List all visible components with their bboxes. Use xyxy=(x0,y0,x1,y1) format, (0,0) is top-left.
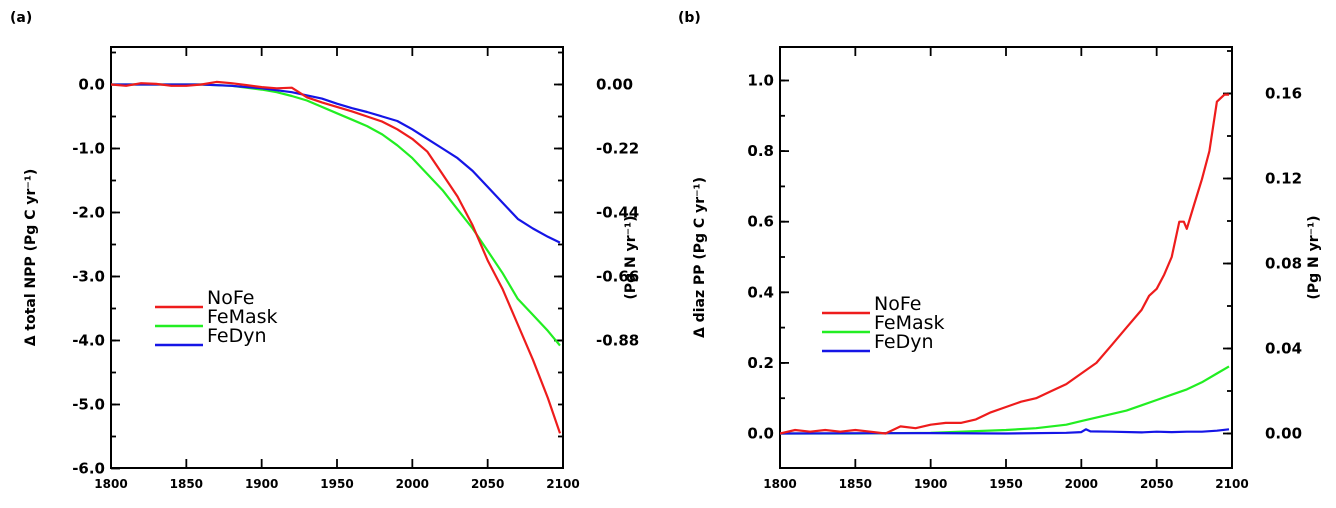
y2-axis-label: (Pg N yr⁻¹) xyxy=(623,215,639,299)
legend-label-nofe: NoFe xyxy=(207,287,254,309)
legend-label-femask: FeMask xyxy=(207,306,278,328)
y-tick-label: -5.0 xyxy=(72,396,105,414)
y2-tick-label: 0.04 xyxy=(1265,340,1302,358)
y-tick-label: 0.4 xyxy=(747,283,774,301)
y2-axis-label: (Pg N yr⁻¹) xyxy=(1306,215,1322,299)
y2-tick-label: 0.12 xyxy=(1265,170,1302,188)
y2-tick-label: -0.66 xyxy=(596,267,639,285)
series-line-nofe xyxy=(780,93,1229,435)
series-line-fedyn xyxy=(111,83,561,244)
y2-tick-label: -0.88 xyxy=(596,331,639,349)
legend-label-fedyn: FeDyn xyxy=(874,331,934,353)
y-tick-label: 0.6 xyxy=(747,213,774,231)
x-tick-label: 1850 xyxy=(170,477,203,491)
x-tick-label: 1800 xyxy=(94,477,127,491)
x-tick-label: 2050 xyxy=(1140,477,1173,491)
y-tick-label: 0.0 xyxy=(78,76,105,94)
series-line-femask xyxy=(780,365,1230,435)
x-tick-label: 1950 xyxy=(320,477,353,491)
series-line-fedyn xyxy=(780,428,1230,435)
x-tick-label: 2100 xyxy=(1215,477,1248,491)
y-tick-label: 0.8 xyxy=(747,142,774,160)
y2-tick-label: -0.22 xyxy=(596,139,639,157)
x-tick-label: 2100 xyxy=(546,477,579,491)
legend-label-femask: FeMask xyxy=(874,312,945,334)
panel-a: (a) 1800 1850 1900 1950 2000 2050 2100 0.0 -1.0 -2… xyxy=(10,10,639,491)
y-tick-label: 1.0 xyxy=(747,72,774,90)
y-tick-label: -4.0 xyxy=(72,332,105,350)
y-axis-label: Δ total NPP (Pg C yr⁻¹) xyxy=(23,169,39,347)
y-axis-label: Δ diaz PP (Pg C yr⁻¹) xyxy=(692,177,708,338)
x-tick-label: 1900 xyxy=(914,477,947,491)
x-tick-label: 1850 xyxy=(839,477,872,491)
x-tick-label: 1800 xyxy=(763,477,796,491)
y-tick-label: 0.0 xyxy=(747,425,774,443)
legend-label-fedyn: FeDyn xyxy=(207,325,267,347)
y-tick-label: -6.0 xyxy=(72,460,105,478)
x-tick-label: 2000 xyxy=(1065,477,1098,491)
y-tick-label: -2.0 xyxy=(72,204,105,222)
x-tick-label: 1950 xyxy=(989,477,1022,491)
y-tick-label: -3.0 xyxy=(72,268,105,286)
y2-tick-label: -0.44 xyxy=(596,203,639,221)
y-tick-label: -1.0 xyxy=(72,140,105,158)
plot-frame xyxy=(779,46,1233,469)
x-tick-label: 2050 xyxy=(471,477,504,491)
x-tick-label: 2000 xyxy=(396,477,429,491)
y2-tick-label: 0.00 xyxy=(596,76,633,94)
x-tick-label: 1900 xyxy=(245,477,278,491)
panel-b: (b) 1800 1850 1900 1950 2000 2050 2100 0.0 0.2 0.4… xyxy=(678,10,1322,491)
series-line-nofe xyxy=(111,80,562,434)
plot-frame xyxy=(110,46,564,469)
panel-label: (a) xyxy=(10,10,32,26)
panel-label: (b) xyxy=(678,10,701,26)
y2-tick-label: 0.00 xyxy=(1265,425,1302,443)
y2-tick-label: 0.08 xyxy=(1265,255,1302,273)
y2-tick-label: 0.16 xyxy=(1265,85,1302,103)
legend-label-nofe: NoFe xyxy=(874,293,921,315)
y-tick-label: 0.2 xyxy=(747,354,774,372)
